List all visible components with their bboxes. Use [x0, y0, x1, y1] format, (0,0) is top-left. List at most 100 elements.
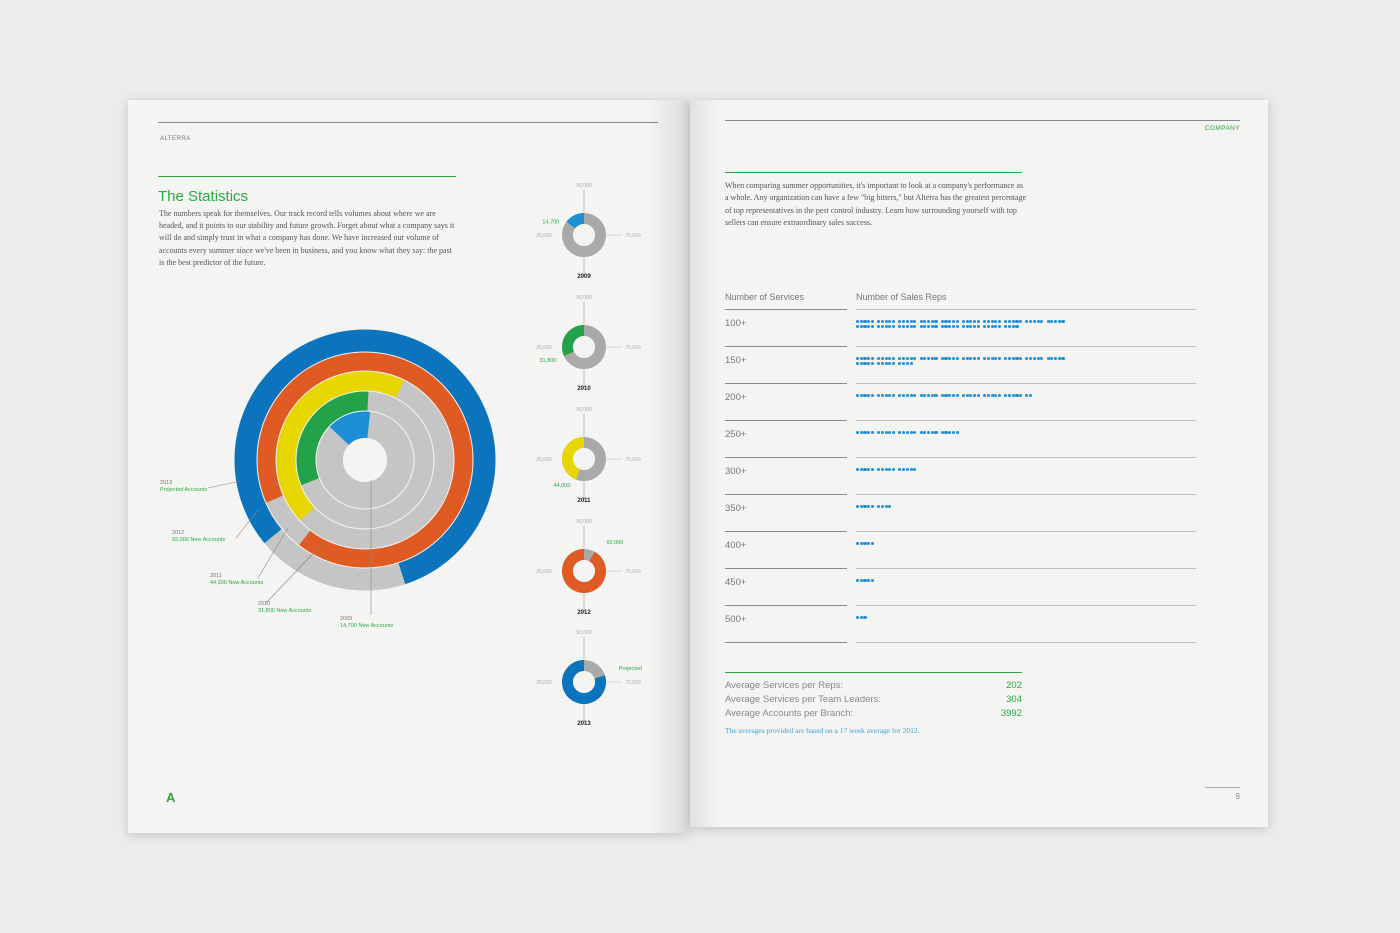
- rep-dot: [884, 505, 888, 509]
- rep-dot: [877, 431, 881, 435]
- row-rule: [856, 383, 1196, 384]
- rep-dot: [997, 320, 1002, 324]
- rep-dot: [1007, 357, 1012, 361]
- ring-separator: [295, 390, 435, 530]
- rep-dot: [863, 431, 867, 435]
- rep-dot: [1015, 394, 1019, 398]
- rep-dot: [877, 325, 881, 329]
- ring-separator: [275, 370, 455, 550]
- rep-dot: [892, 468, 896, 472]
- rep-dot: [919, 357, 923, 361]
- rep-dot: [955, 431, 959, 435]
- rep-dot: [870, 325, 875, 329]
- donut-segment-2012: [562, 549, 606, 593]
- row-dots: [856, 616, 1186, 621]
- rep-dot: [913, 357, 917, 361]
- row-rule: [725, 531, 847, 532]
- rep-dot: [969, 357, 973, 361]
- table-row: 350+: [725, 495, 1196, 532]
- rep-dot: [892, 320, 896, 324]
- rep-dot: [969, 394, 973, 398]
- rep-dot: [867, 579, 871, 583]
- donut-axis-label: 75,000: [625, 457, 641, 463]
- rep-dot: [884, 394, 888, 398]
- rep-dot: [983, 320, 987, 324]
- rep-dot: [867, 362, 871, 366]
- rep-dot: [905, 357, 909, 361]
- rep-dot: [898, 468, 902, 472]
- rep-dot: [888, 505, 892, 509]
- rep-dot: [919, 320, 923, 324]
- rep-dot: [940, 320, 944, 324]
- rep-dot: [955, 394, 959, 398]
- column-header-services: Number of Services: [725, 292, 805, 302]
- rep-dot: [983, 325, 987, 329]
- rep-dot: [880, 431, 884, 435]
- donut-year-label: 2013: [577, 721, 591, 727]
- rep-dot: [1007, 320, 1012, 324]
- header-rule: [158, 122, 658, 123]
- rep-dot: [1004, 320, 1008, 324]
- rep-dot: [951, 320, 955, 324]
- rep-dot: [884, 362, 888, 366]
- rep-dot: [877, 505, 881, 509]
- rep-dot: [994, 357, 998, 361]
- rep-dot: [888, 357, 892, 361]
- rep-dot: [859, 616, 863, 620]
- row-rule: [856, 494, 1196, 495]
- table-row: 200+: [725, 384, 1196, 421]
- rep-dot: [905, 362, 909, 366]
- right-page: COMPANY When comparing summer opportunit…: [690, 100, 1268, 827]
- rep-dot: [1015, 320, 1019, 324]
- rep-dot: [888, 431, 892, 435]
- rep-dot: [976, 357, 980, 361]
- rep-dot: [880, 325, 884, 329]
- row-dots: [856, 468, 1186, 473]
- rep-dot: [1025, 394, 1029, 398]
- rep-dot: [877, 320, 881, 324]
- donut-segment-2009: [566, 213, 584, 229]
- rep-dot: [961, 357, 965, 361]
- rep-dot: [867, 468, 871, 472]
- ring-hole: [343, 438, 387, 482]
- rep-dot: [913, 325, 917, 329]
- rep-dot: [877, 362, 881, 366]
- rep-dot: [909, 394, 913, 398]
- ring-label-year: 2010: [258, 601, 270, 607]
- rep-dot: [856, 320, 860, 324]
- donut-value-label: 44,000: [554, 483, 571, 489]
- row-dots: [856, 357, 1186, 367]
- rep-dot: [986, 357, 990, 361]
- rep-dot: [902, 362, 906, 366]
- rep-dot: [856, 616, 860, 620]
- rep-dot: [923, 357, 927, 361]
- rep-dot: [948, 431, 952, 435]
- rep-dot: [994, 325, 998, 329]
- donut-hole: [573, 336, 595, 358]
- average-label: Average Services per Team Leaders:: [725, 694, 881, 705]
- rep-dot: [948, 357, 952, 361]
- rep-dot: [955, 325, 959, 329]
- table-row: 300+: [725, 458, 1196, 495]
- row-dots: [856, 320, 1186, 330]
- rep-dot: [892, 431, 896, 435]
- rep-dot: [905, 468, 909, 472]
- rep-dot: [965, 357, 969, 361]
- table-row: 500+: [725, 606, 1196, 643]
- rep-dot: [859, 394, 863, 398]
- row-rule: [856, 346, 1196, 347]
- rep-dot: [926, 431, 931, 435]
- header-rule: [725, 120, 1240, 121]
- rep-dot: [863, 325, 867, 329]
- rep-dot: [934, 320, 938, 324]
- rep-dot: [1011, 325, 1015, 329]
- rep-dot: [961, 325, 965, 329]
- donut-axis-label: 25,000: [536, 457, 552, 463]
- column-header-reps: Number of Sales Reps: [856, 292, 947, 302]
- rep-dot: [986, 320, 990, 324]
- donut-segment-2011: [562, 437, 584, 480]
- rep-dot: [1004, 357, 1008, 361]
- rep-dot: [859, 320, 863, 324]
- average-label: Average Accounts per Branch:: [725, 708, 854, 719]
